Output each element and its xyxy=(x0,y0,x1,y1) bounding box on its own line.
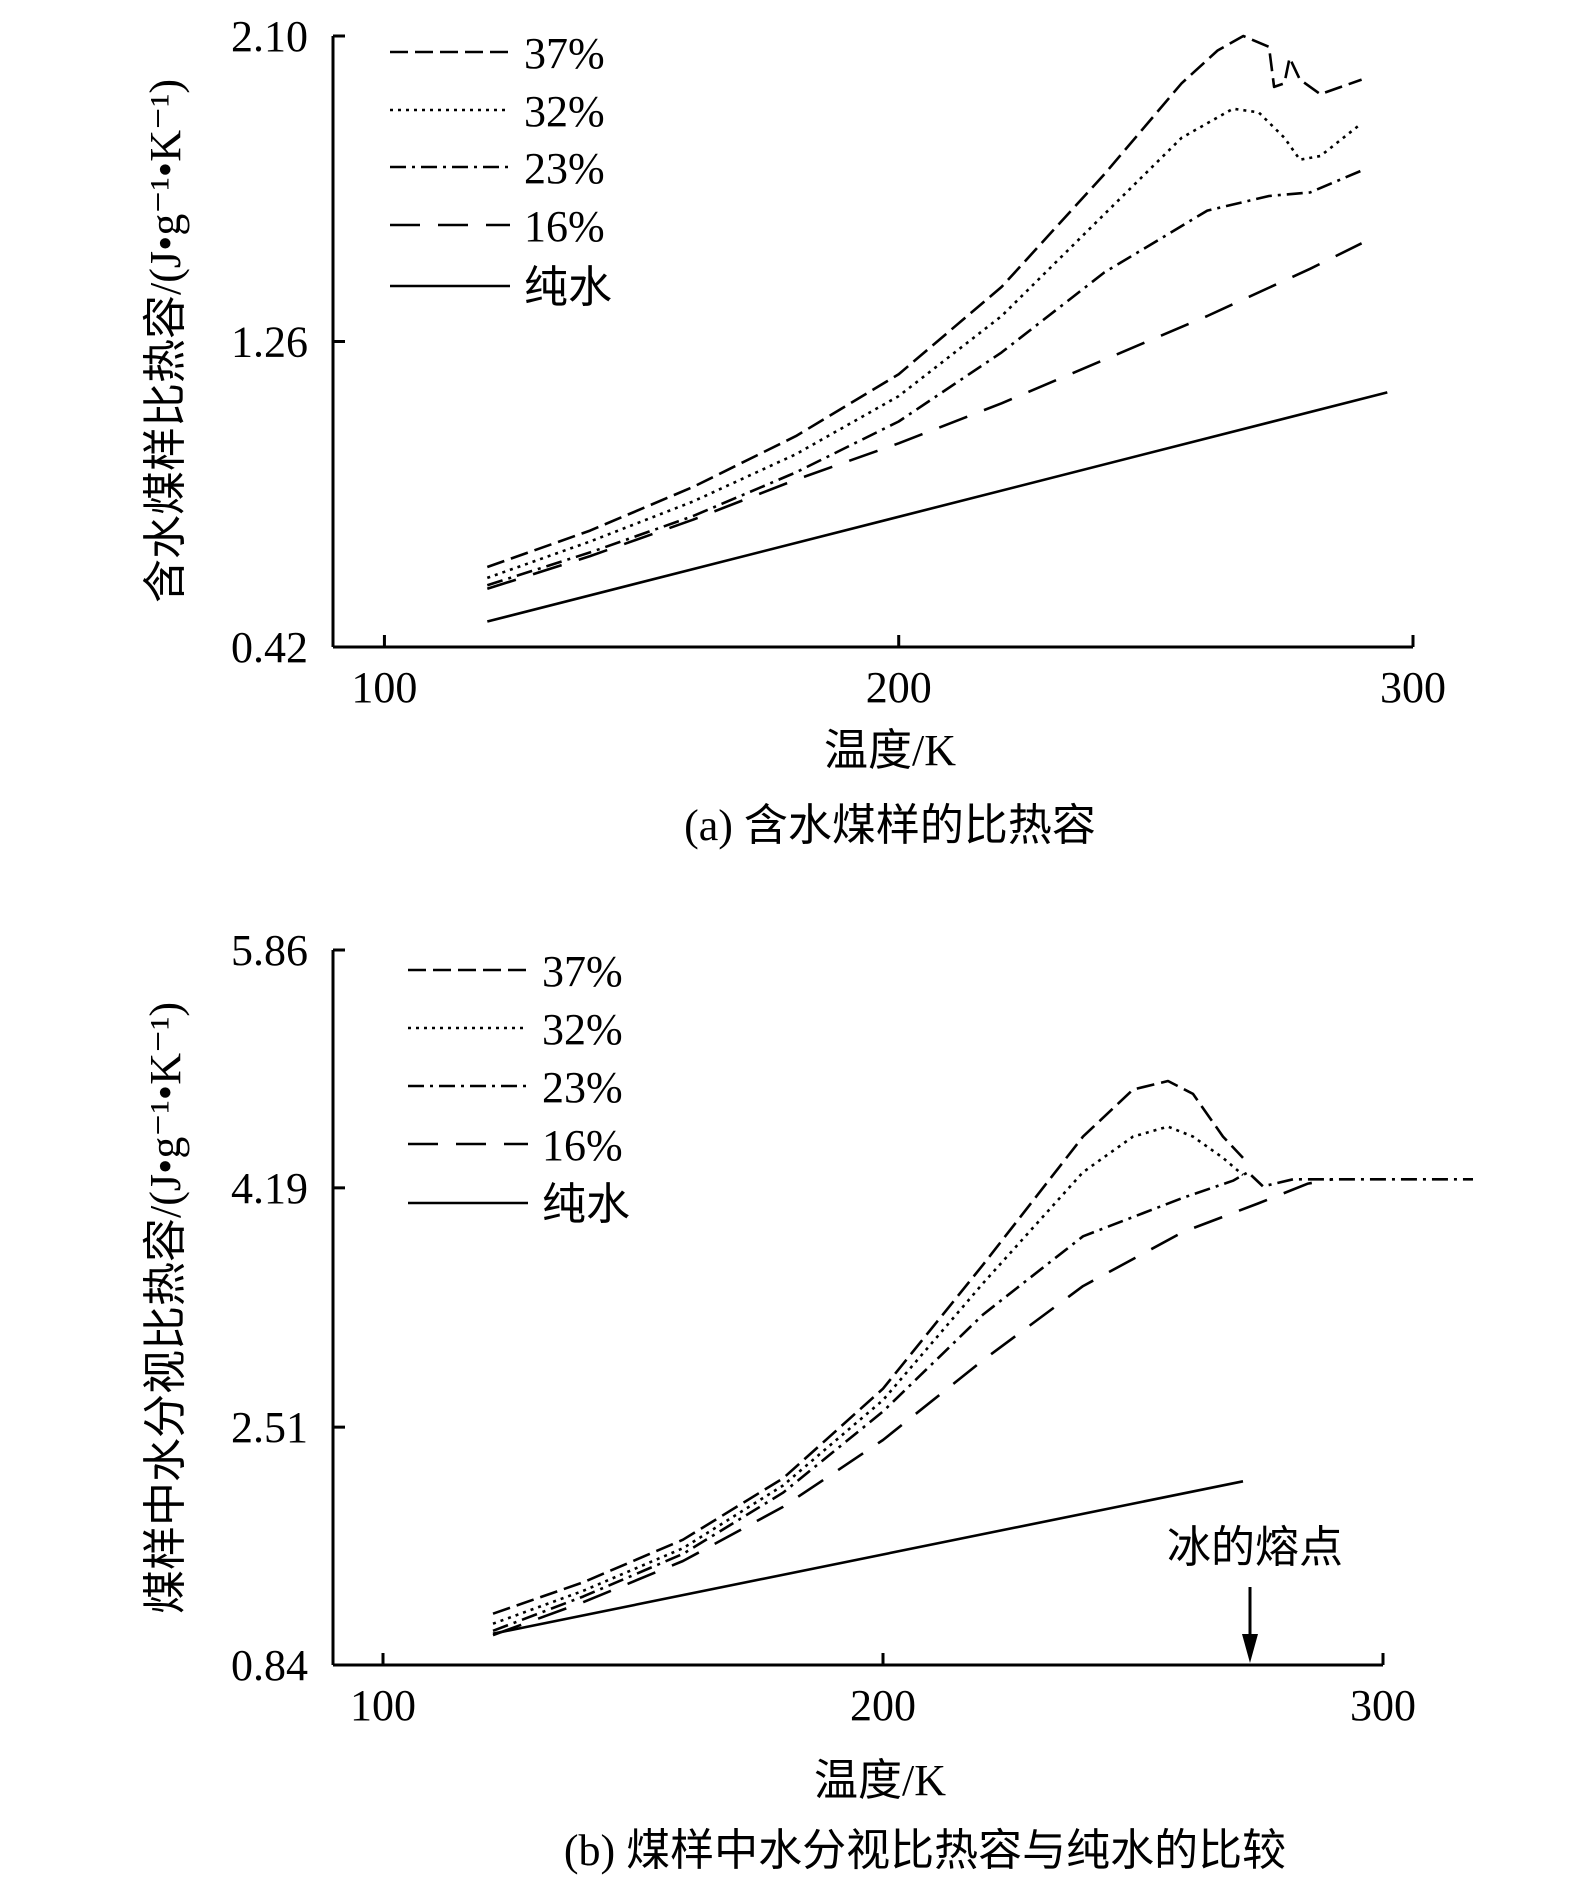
panel-a-series-layer xyxy=(486,34,1388,623)
panel-b-series-line-1 xyxy=(492,1125,1244,1625)
panel-a-series-line-0 xyxy=(486,34,1363,569)
panel-b-series-line-4 xyxy=(492,1480,1244,1635)
panel-b-legend-label-16: 16% xyxy=(542,1121,623,1170)
panel-a-series-line-3 xyxy=(486,242,1363,591)
panel-b-y-tick-label-2: 4.19 xyxy=(231,1164,308,1213)
panel-b-x-axis-title: 温度/K xyxy=(814,1756,946,1805)
panel-b-x-tick-label-1: 200 xyxy=(850,1681,916,1730)
panel-a-y-tick-label-1: 1.26 xyxy=(231,318,308,367)
panel-a-x-axis-title: 温度/K xyxy=(824,726,956,775)
panel-b-legend: 37% 32% 23% 16% 纯水 xyxy=(408,947,630,1229)
panel-a-x-tick-label-2: 300 xyxy=(1380,663,1446,712)
panel-b-y-tick-label-1: 2.51 xyxy=(231,1403,308,1452)
panel-a-y-tick-label-2: 2.10 xyxy=(231,12,308,61)
panel-a-legend-label-16: 16% xyxy=(524,202,605,251)
panel-a-legend-label-23: 23% xyxy=(524,144,605,193)
panel-b-series-line-0 xyxy=(492,1079,1244,1615)
panel-b-series-line-3 xyxy=(492,1178,1334,1637)
melting-point-annotation: 冰的熔点 xyxy=(1167,1523,1343,1572)
panel-a-legend: 37% 32% 23% 16% 纯水 xyxy=(390,29,612,312)
panel-b-series-line-2 xyxy=(492,1170,1473,1633)
panel-b-legend-label-32: 32% xyxy=(542,1005,623,1054)
panel-a-legend-label-37: 37% xyxy=(524,29,605,78)
panel-a-series-line-2 xyxy=(486,169,1363,587)
panel-b-chart: 100 200 300 0.84 2.51 4.19 5.86 温度/K 煤样中水分视比热容… xyxy=(141,926,1473,1875)
panel-b-y-tick-label-0: 0.84 xyxy=(231,1641,308,1690)
panel-a-y-axis-title: 含水煤样比热容/(J•g⁻¹•K⁻¹) xyxy=(141,79,190,603)
panel-b-y-tick-label-3: 5.86 xyxy=(231,926,308,975)
panel-a-series-line-4 xyxy=(486,391,1388,623)
panel-a-caption: (a) 含水煤样的比热容 xyxy=(684,801,1096,850)
panel-a-series-line-1 xyxy=(486,107,1363,580)
panel-a-tick-layer: 100 200 300 0.42 1.26 2.10 xyxy=(231,12,1446,712)
panel-a-y-tick-label-0: 0.42 xyxy=(231,623,308,672)
panel-a-chart: 100 200 300 0.42 1.26 2.10 温度/K 含水煤样比热容/(J•g⁻… xyxy=(141,12,1446,850)
panel-b-series-layer xyxy=(492,1079,1473,1637)
panel-b-x-tick-label-2: 300 xyxy=(1350,1681,1416,1730)
panel-a-x-tick-label-0: 100 xyxy=(351,663,417,712)
melting-point-arrow-head xyxy=(1242,1634,1258,1663)
panel-b-y-axis-title: 煤样中水分视比热容/(J•g⁻¹•K⁻¹) xyxy=(141,1002,190,1614)
panel-b-legend-label-37: 37% xyxy=(542,947,623,996)
panel-b-legend-label-23: 23% xyxy=(542,1063,623,1112)
panel-a-legend-label-32: 32% xyxy=(524,87,605,136)
panel-b-tick-layer: 100 200 300 0.84 2.51 4.19 5.86 xyxy=(231,926,1416,1730)
panel-a-x-tick-label-1: 200 xyxy=(866,663,932,712)
panel-b-x-tick-label-0: 100 xyxy=(350,1681,416,1730)
panel-b-legend-label-water: 纯水 xyxy=(542,1180,630,1229)
panel-a-legend-label-water: 纯水 xyxy=(524,263,612,312)
panel-b-caption: (b) 煤样中水分视比热容与纯水的比较 xyxy=(564,1826,1286,1875)
